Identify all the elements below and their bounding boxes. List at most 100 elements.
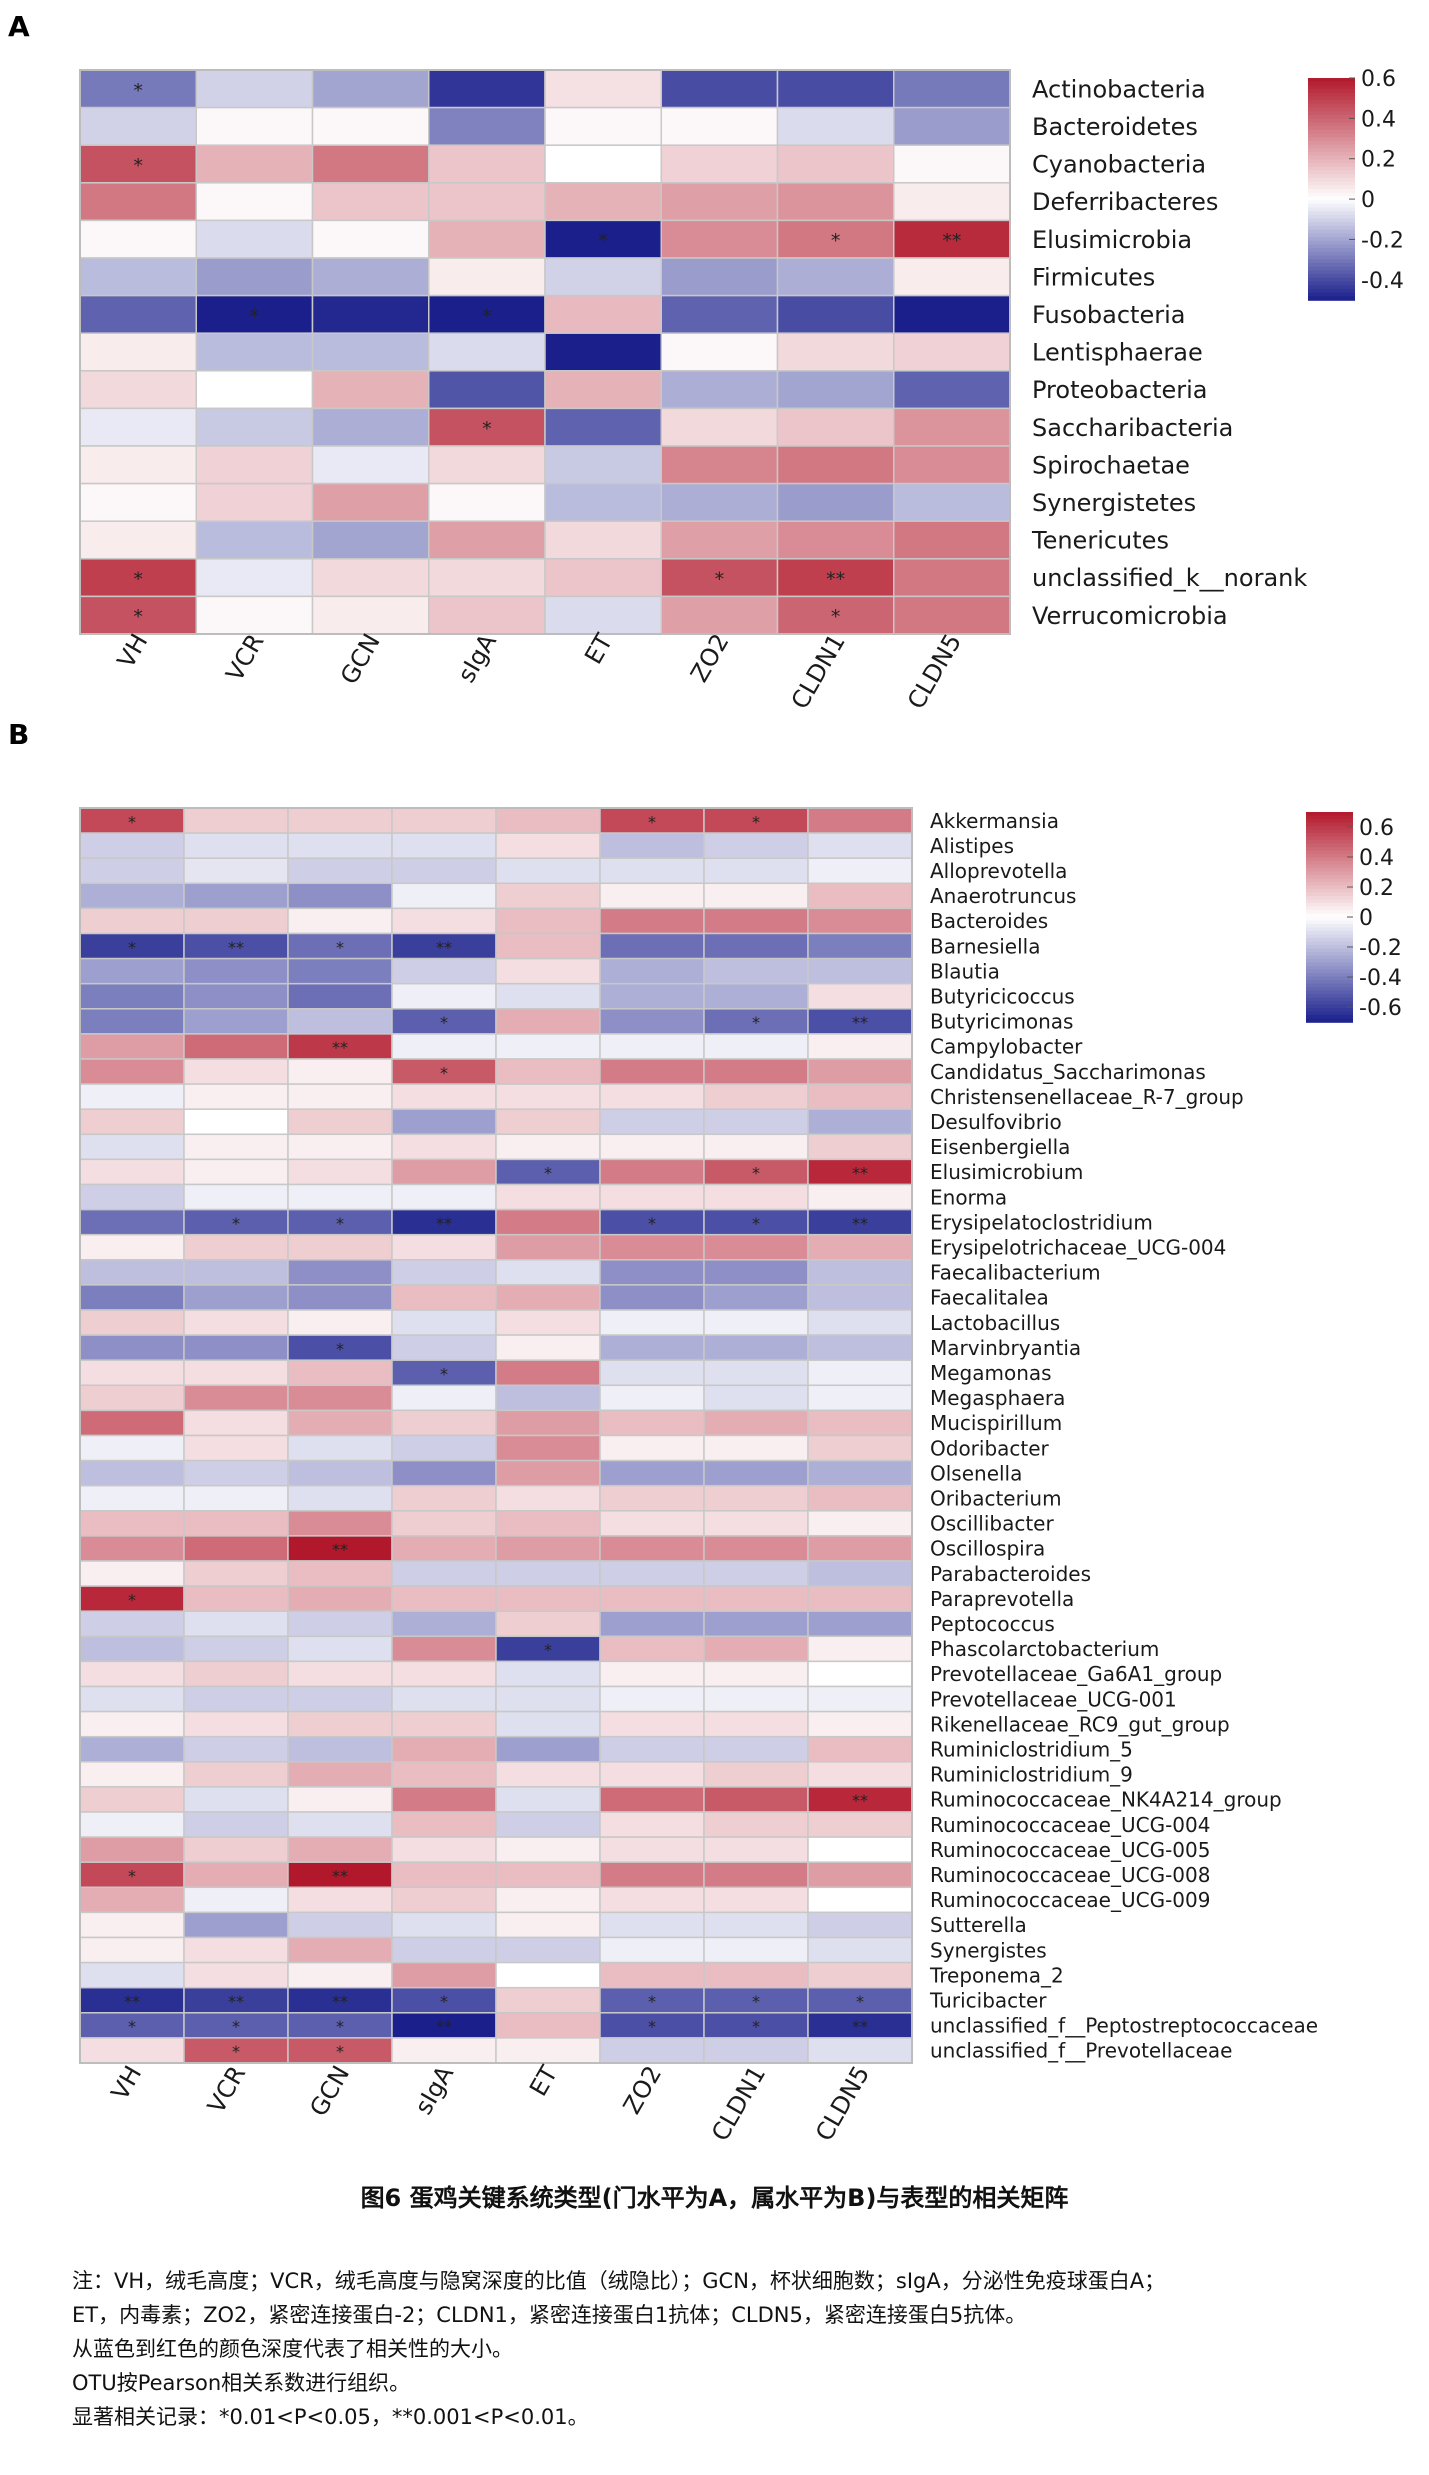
heatmap-cell [391, 1836, 497, 1863]
heatmap-cell [183, 1936, 289, 1964]
heatmap-cell [776, 407, 895, 447]
significance-mark: * [133, 606, 143, 628]
heatmap-cell [495, 1811, 601, 1838]
heatmap-cell [391, 1083, 497, 1110]
heatmap-cell [391, 1309, 497, 1336]
heatmap-cell [287, 1836, 393, 1863]
heatmap-cell [391, 882, 497, 910]
significance-mark: * [336, 1339, 344, 1358]
legend-gradient-band [1306, 913, 1353, 918]
heatmap-cell [391, 807, 497, 834]
heatmap-cell [599, 1484, 705, 1512]
heatmap-cell [287, 1510, 393, 1537]
column-label: VH [112, 629, 153, 673]
heatmap-cell [703, 1886, 809, 1914]
row-label: Erysipelotrichaceae_UCG-004 [930, 1235, 1226, 1259]
heatmap-cell [599, 1259, 705, 1286]
heatmap-cell [495, 982, 601, 1010]
heatmap-cell [544, 407, 662, 447]
heatmap-cell [183, 1284, 289, 1311]
significance-mark: * [440, 1013, 448, 1032]
heatmap-cell [311, 595, 430, 635]
heatmap-cell [287, 1459, 393, 1487]
significance-mark: ** [942, 230, 961, 252]
significance-mark: * [336, 2017, 344, 2036]
heatmap-cell [660, 182, 779, 222]
heatmap-cell [599, 1334, 705, 1361]
heatmap-cell [79, 1761, 185, 1788]
significance-mark: * [482, 305, 492, 327]
heatmap-cell [807, 1836, 913, 1863]
heatmap-cell [703, 982, 809, 1010]
heatmap-cell [79, 520, 197, 560]
heatmap-cell [599, 1108, 705, 1136]
heatmap-cell [776, 370, 895, 410]
heatmap-cell [183, 1761, 289, 1788]
legend-gradient-band [1308, 163, 1355, 168]
heatmap-cell [893, 257, 1011, 297]
legend-gradient-band [1308, 111, 1355, 116]
legend-gradient-band [1308, 203, 1355, 209]
column-label: sIgA [452, 628, 502, 687]
row-label: Bacteroides [930, 909, 1048, 933]
legend-gradient-band [1306, 840, 1353, 845]
heatmap-cell [287, 1108, 393, 1136]
heatmap-cell [79, 1309, 185, 1336]
heatmap-cell [776, 445, 895, 485]
legend-tick-label: -0.4 [1359, 966, 1402, 991]
heatmap-border [79, 807, 913, 2064]
row-label: Enorma [930, 1185, 1007, 1209]
heatmap-cell [391, 1133, 497, 1161]
heatmap-cell [79, 595, 197, 635]
heatmap-cell [391, 1635, 497, 1663]
heatmap-cell [544, 520, 662, 560]
heatmap-cell [703, 1610, 809, 1638]
legend-gradient-band [1306, 945, 1353, 950]
heatmap-cell [703, 882, 809, 910]
heatmap-cell [807, 882, 913, 910]
row-label: Barnesiella [930, 934, 1040, 958]
heatmap-cell [807, 1309, 913, 1336]
heatmap-cell [183, 932, 289, 960]
significance-mark: * [336, 2042, 344, 2061]
heatmap-cell [703, 1108, 809, 1136]
heatmap-cell [807, 2012, 913, 2039]
legend-gradient-band [1306, 1004, 1353, 1009]
significance-mark: * [715, 569, 725, 591]
heatmap-cell [599, 1861, 705, 1889]
column-label: GCN [335, 629, 386, 689]
heatmap-cell [807, 1058, 913, 1085]
heatmap-cell [599, 1886, 705, 1914]
row-label: Erysipelatoclostridium [930, 1210, 1153, 1234]
heatmap-cell [807, 1560, 913, 1587]
row-label: Faecalibacterium [930, 1261, 1101, 1285]
significance-mark: ** [852, 1791, 868, 1810]
heatmap-cell [79, 1484, 185, 1512]
significance-mark: ** [852, 2017, 868, 2036]
heatmap-cell [599, 932, 705, 960]
heatmap-cell [79, 1183, 185, 1211]
heatmap-cell [195, 332, 314, 372]
significance-mark: ** [228, 938, 244, 957]
legend-gradient-band [1308, 148, 1355, 153]
row-label: Treponema_2 [929, 1963, 1064, 1987]
heatmap-cell [599, 1585, 705, 1612]
legend-gradient-band [1306, 910, 1353, 915]
heatmap-cell [311, 182, 430, 222]
row-label: Actinobacteria [1032, 75, 1206, 103]
row-label: Anaerotruncus [930, 884, 1076, 908]
heatmap-cell [183, 1309, 289, 1336]
legend-gradient-band [1306, 969, 1353, 974]
heatmap-cell [183, 1786, 289, 1813]
heatmap-cell [79, 219, 197, 259]
heatmap-cell [599, 1033, 705, 1060]
note-line: OTU按Pearson相关系数进行组织。 [72, 2371, 411, 2395]
heatmap-cell [599, 832, 705, 859]
heatmap-cell [599, 1158, 705, 1186]
heatmap-cell [391, 2012, 497, 2039]
legend-gradient-band [1306, 917, 1353, 922]
heatmap-cell [660, 370, 779, 410]
heatmap-cell [599, 857, 705, 885]
heatmap-cell [183, 1610, 289, 1638]
heatmap-cell [703, 1761, 809, 1788]
